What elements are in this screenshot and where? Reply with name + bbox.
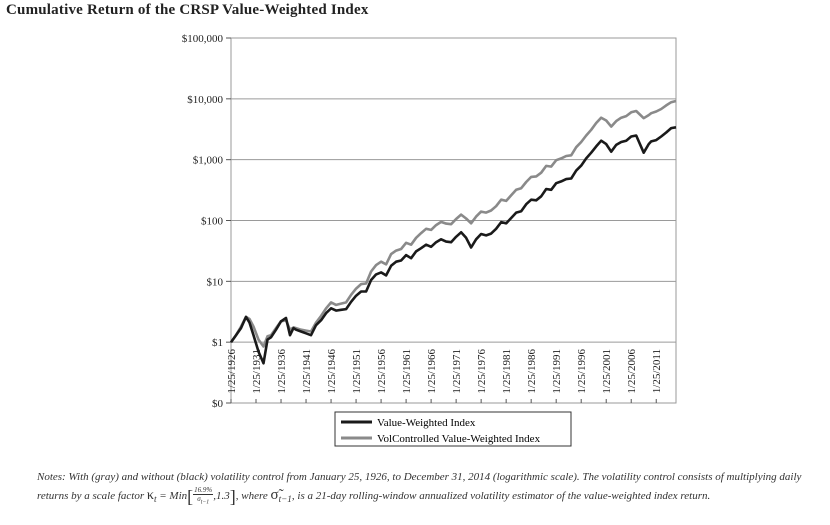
- y-tick-label-2: $1,000: [193, 155, 224, 167]
- chart-title: Cumulative Return of the CRSP Value-Weig…: [6, 2, 369, 18]
- x-tick-label-1: 1/25/1931: [251, 349, 263, 394]
- denominator-sigma: σ: [197, 495, 201, 504]
- fraction-numerator: 16.9%: [193, 486, 214, 496]
- legend-label-value-weighted: Value-Weighted Index: [377, 417, 476, 429]
- legend-label-volcontrolled: VolControlled Value-Weighted Index: [377, 433, 541, 445]
- x-tick-label-17: 1/25/2011: [651, 349, 663, 393]
- x-tick-label-8: 1/25/1966: [426, 349, 438, 394]
- sigma-subscript: t−1: [278, 494, 292, 505]
- right-bracket: ]: [229, 486, 236, 507]
- legend: Value-Weighted Index VolControlled Value…: [334, 411, 572, 447]
- x-tick-label-5: 1/25/1951: [351, 349, 363, 394]
- chart-svg: $100,000 $10,000 $1,000 $100 $10 $1 $0 1/25/19…: [182, 33, 677, 447]
- x-tick-label-6: 1/25/1956: [376, 349, 388, 394]
- fraction: 16.9% σt−1: [193, 486, 214, 506]
- x-tick-label-0: 1/25/1926: [226, 349, 238, 394]
- x-tick-label-11: 1/25/1981: [501, 349, 513, 394]
- where-text: , where: [235, 490, 271, 502]
- x-tick-label-10: 1/25/1976: [476, 349, 488, 394]
- chart-notes: Notes: With (gray) and without (black) v…: [37, 468, 807, 508]
- y-tick-label-3: $100: [201, 216, 224, 228]
- fraction-denominator: σt−1: [193, 495, 213, 506]
- x-tick-label-3: 1/25/1941: [301, 349, 313, 394]
- x-tick-label-15: 1/25/2001: [601, 349, 613, 394]
- kappa-subscript: t: [153, 494, 157, 505]
- min-second-arg: ,1.3: [213, 490, 230, 502]
- x-tick-label-13: 1/25/1991: [551, 349, 563, 394]
- x-tick-label-7: 1/25/1961: [401, 349, 413, 394]
- x-axis: 1/25/1926 1/25/1931 1/25/1936 1/25/1941 1/25…: [226, 349, 663, 403]
- min-expression: = Min: [159, 490, 188, 502]
- left-bracket: [: [187, 486, 194, 507]
- series-line-value-weighted: [229, 126, 677, 365]
- y-tick-label-5: $1: [212, 337, 223, 349]
- x-tick-label-9: 1/25/1971: [451, 349, 463, 394]
- series-group: [229, 99, 677, 365]
- notes-text-1: Notes: With (gray) and without (black) v…: [37, 471, 802, 502]
- x-tick-label-4: 1/25/1946: [326, 349, 338, 394]
- y-axis: $100,000 $10,000 $1,000 $100 $10 $1 $0: [182, 33, 231, 410]
- denominator-subscript: t−1: [200, 499, 210, 506]
- y-tick-label-1: $10,000: [187, 94, 223, 106]
- kappa-symbol: κ: [146, 488, 154, 503]
- x-tick-label-14: 1/25/1996: [576, 349, 588, 394]
- series-line-volcontrolled: [229, 99, 677, 348]
- x-tick-label-16: 1/25/2006: [626, 349, 638, 394]
- legend-box: [334, 411, 572, 447]
- y-tick-label-4: $10: [207, 276, 224, 288]
- sigma-tilde-symbol: σ̃: [270, 487, 279, 503]
- y-tick-label-6: $0: [212, 398, 224, 410]
- x-tick-label-2: 1/25/1936: [276, 349, 288, 394]
- notes-text-2: , is a 21-day rolling-window annualized …: [291, 490, 711, 502]
- y-tick-label-0: $100,000: [182, 33, 224, 45]
- x-tick-label-12: 1/25/1986: [526, 349, 538, 394]
